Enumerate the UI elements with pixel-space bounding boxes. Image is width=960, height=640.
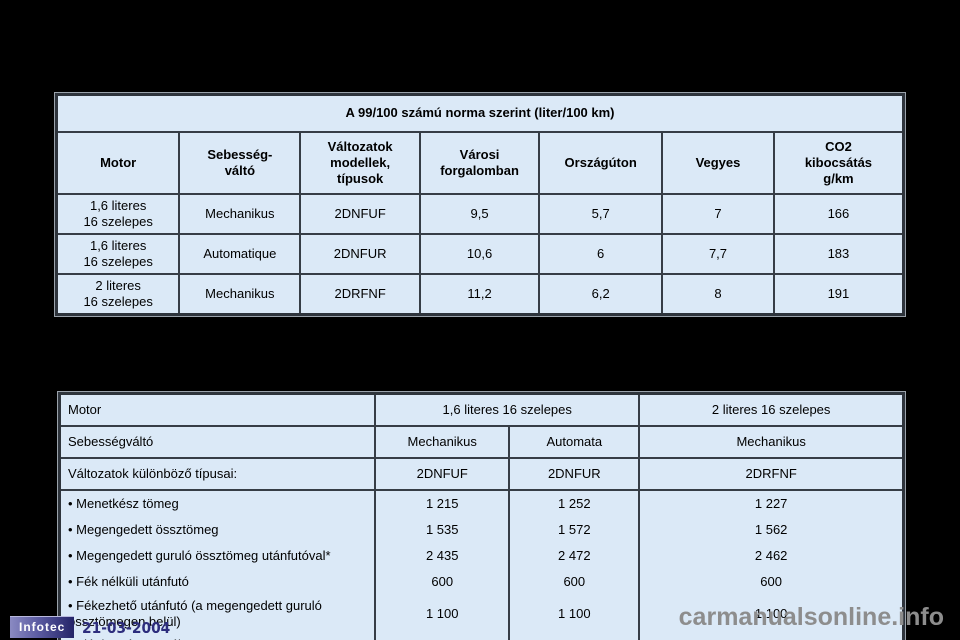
table-row: Sebességváltó Mechanikus Automata Mechan… [58, 425, 905, 459]
table-cell: 1 100 [508, 595, 641, 633]
table-cell: 50 [638, 632, 905, 640]
table-cell: Mechanikus [178, 193, 302, 235]
table-cell: 50 [374, 632, 511, 640]
table-cell: 50 [508, 632, 641, 640]
table-cell: 6 [538, 233, 664, 275]
table-cell: 1,6 literes 16 szelepes [55, 233, 181, 275]
table-cell: 1 252 [508, 490, 641, 517]
col-header-urban: Városi forgalomban [418, 131, 541, 195]
table-cell: 2 literes 16 szelepes [55, 273, 181, 316]
table-cell: 1 100 [638, 595, 905, 633]
table-cell: Mechanikus [178, 273, 302, 316]
table-cell: Mechanikus [638, 425, 905, 459]
col-header-gearbox: Sebesség- váltó [178, 131, 302, 195]
table-cell: 10,6 [418, 233, 541, 275]
watermark-text: carmanualsonline.info [678, 603, 944, 631]
table-row: • Megengedett össztömeg 1 535 1 572 1 56… [58, 517, 905, 543]
table-cell: 6,2 [538, 273, 664, 316]
table-cell: 2DNFUF [374, 457, 511, 491]
table-cell: 9,5 [418, 193, 541, 235]
table-cell: 191 [772, 273, 905, 316]
table-cell: 1 572 [508, 517, 641, 543]
row-label-motor: Motor [58, 392, 377, 427]
fuel-consumption-table: A 99/100 számú norma szerint (liter/100 … [54, 92, 906, 317]
table-row: Motor 1,6 literes 16 szelepes 2 literes … [58, 392, 905, 427]
table-cell: 2DRFNF [299, 273, 421, 316]
table-row: • Fékezhető utánfutó (a megengedett guru… [58, 595, 905, 633]
table-cell: 2 472 [508, 543, 641, 569]
row-label-gearbox: Sebességváltó [58, 425, 377, 459]
row-label: • Megengedett guruló össztömeg utánfutóv… [58, 543, 377, 569]
table-cell: 1 227 [638, 490, 905, 517]
table-row: • Megengedett guruló össztömeg utánfutóv… [58, 543, 905, 569]
table-cell: 11,2 [418, 273, 541, 316]
row-label: • Fékezhető utánfutó (a megengedett guru… [58, 595, 377, 633]
table-cell: 8 [661, 273, 775, 316]
table-cell: 1 562 [638, 517, 905, 543]
table-cell: 1 215 [374, 490, 511, 517]
table-cell: 5,7 [538, 193, 664, 235]
table-cell: 600 [508, 569, 641, 595]
table-cell: 2DNFUR [299, 233, 421, 275]
table-title: A 99/100 számú norma szerint (liter/100 … [55, 93, 905, 133]
row-label: • Menetkész tömeg [58, 490, 377, 517]
table-cell: Automatique [178, 233, 302, 275]
table-cell: 2DRFNF [638, 457, 905, 491]
col-header-variants: Változatok modellek, típusok [299, 131, 421, 195]
table-row: • Menetkész tömeg 1 215 1 252 1 227 [58, 490, 905, 517]
col-header-co2: CO2 kibocsátás g/km [772, 131, 905, 195]
table-cell: 2DNFUR [508, 457, 641, 491]
row-label: • Megengedett össztömeg [58, 517, 377, 543]
table-row: 1,6 literes 16 szelepes Mechanikus 2DNFU… [55, 193, 905, 235]
table-cell: 2DNFUF [299, 193, 421, 235]
table-row: Motor Sebesség- váltó Változatok modelle… [55, 131, 905, 195]
table-cell: 1,6 literes 16 szelepes [55, 193, 181, 235]
table-cell: 600 [638, 569, 905, 595]
table-cell: 1 100 [374, 595, 511, 633]
col-header-country: Országúton [538, 131, 664, 195]
table-row: • Fék nélküli utánfutó 600 600 600 [58, 569, 905, 595]
table-cell: Mechanikus [374, 425, 511, 459]
weights-table: Motor 1,6 literes 16 szelepes 2 literes … [57, 390, 906, 640]
engine-group-cell: 1,6 literes 16 szelepes [374, 392, 641, 427]
table-cell: Automata [508, 425, 641, 459]
table-row: A 99/100 számú norma szerint (liter/100 … [55, 93, 905, 133]
row-label: • Fék nélküli utánfutó [58, 569, 377, 595]
infotec-logo: Infotec [10, 616, 75, 638]
row-label-variants: Változatok különböző típusai: [58, 457, 377, 491]
col-header-motor: Motor [55, 131, 181, 195]
table-cell: 183 [772, 233, 905, 275]
engine-group-cell: 2 literes 16 szelepes [638, 392, 905, 427]
table-cell: 7,7 [661, 233, 775, 275]
table-row: 2 literes 16 szelepes Mechanikus 2DRFNF … [55, 273, 905, 316]
table-cell: 2 462 [638, 543, 905, 569]
table-row: Változatok különböző típusai: 2DNFUF 2DN… [58, 457, 905, 491]
table-cell: 2 435 [374, 543, 511, 569]
table-cell: 166 [772, 193, 905, 235]
table-row: 1,6 literes 16 szelepes Automatique 2DNF… [55, 233, 905, 275]
table-cell: 1 535 [374, 517, 511, 543]
col-header-combined: Vegyes [661, 131, 775, 195]
table-cell: 7 [661, 193, 775, 235]
table-cell: 600 [374, 569, 511, 595]
table-row: • Ajánlott támaszsúly 50 50 50 [58, 632, 905, 640]
date-stamp: 21-03-2004 [82, 619, 171, 637]
